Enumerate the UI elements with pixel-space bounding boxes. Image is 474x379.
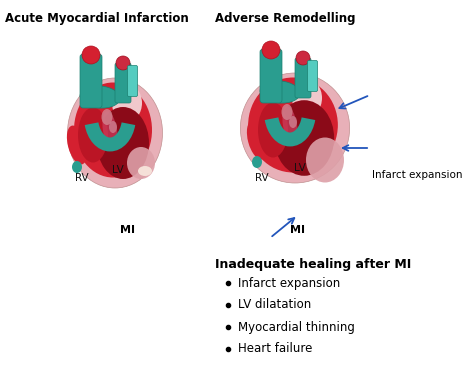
Ellipse shape [67,78,163,188]
Text: MI: MI [291,225,306,235]
Text: Adverse Remodelling: Adverse Remodelling [215,12,356,25]
Circle shape [116,56,130,70]
Ellipse shape [101,109,112,125]
Text: LV dilatation: LV dilatation [238,299,311,312]
FancyBboxPatch shape [295,58,311,98]
Text: Myocardial thinning: Myocardial thinning [238,321,355,334]
Ellipse shape [274,100,334,176]
Ellipse shape [74,83,152,177]
Ellipse shape [260,81,300,103]
Ellipse shape [138,166,152,176]
Ellipse shape [72,161,82,173]
Ellipse shape [282,104,292,120]
FancyBboxPatch shape [128,66,137,97]
Text: Infarct expansion: Infarct expansion [372,170,463,180]
Text: LV: LV [294,163,306,173]
Circle shape [296,51,310,65]
Ellipse shape [240,73,350,183]
Ellipse shape [67,125,87,164]
Text: RV: RV [255,173,269,183]
FancyBboxPatch shape [260,49,282,103]
Ellipse shape [102,111,118,149]
Text: MI: MI [120,225,136,235]
Circle shape [82,46,100,64]
Ellipse shape [252,156,262,168]
Ellipse shape [292,79,322,117]
Ellipse shape [97,107,149,179]
FancyBboxPatch shape [115,63,131,103]
Ellipse shape [109,121,117,133]
Ellipse shape [289,116,297,128]
Text: Infarct expansion: Infarct expansion [238,277,340,290]
FancyBboxPatch shape [308,61,318,91]
Ellipse shape [258,102,288,158]
Text: RV: RV [75,173,89,183]
Ellipse shape [80,86,120,108]
FancyBboxPatch shape [80,54,102,108]
Ellipse shape [112,84,142,122]
Text: Acute Myocardial Infarction: Acute Myocardial Infarction [5,12,189,25]
Text: Heart failure: Heart failure [238,343,312,356]
Ellipse shape [247,121,267,160]
Circle shape [262,41,280,59]
Text: Inadequate healing after MI: Inadequate healing after MI [215,258,411,271]
Ellipse shape [78,108,108,163]
Ellipse shape [248,77,338,172]
Ellipse shape [127,147,155,179]
Ellipse shape [283,106,298,144]
Ellipse shape [306,138,344,183]
Text: LV: LV [112,165,124,175]
